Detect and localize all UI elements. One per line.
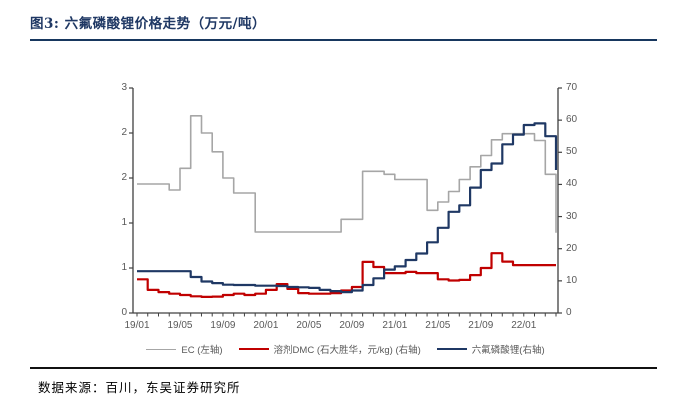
- y-left-tick-label: 3: [121, 82, 127, 93]
- y-right-tick-label: 40: [566, 178, 578, 190]
- y-right-tick-label: 30: [566, 210, 578, 222]
- legend-swatch-icon: [238, 348, 269, 350]
- data-source: 数据来源：百川，东吴证券研究所: [38, 380, 241, 395]
- y-left-tick-label: 1: [121, 217, 127, 228]
- legend-label: 六氟磷酸锂(右轴): [471, 345, 545, 356]
- x-tick-label: 21/05: [425, 320, 451, 331]
- x-tick-label: 19/09: [210, 320, 236, 331]
- y-right-tick-label: 0: [566, 307, 572, 318]
- footer-divider: [30, 367, 657, 369]
- y-right-tick-label: 50: [566, 146, 578, 158]
- chart-legend: EC (左轴) 溶剂DMC (石大胜华，元/kg) (右轴) 六氟磷酸锂(右轴): [113, 342, 578, 356]
- title-divider: [30, 39, 657, 41]
- x-tick-label: 20/05: [296, 320, 322, 331]
- price-trend-chart: 3 2 2 1 1 0 70 60 50 40 30 20 10 0 19/01 19/05 19/09 20/0…: [0, 50, 687, 370]
- legend-item-0: EC (左轴): [146, 342, 223, 356]
- x-tick-label: 19/05: [167, 320, 193, 331]
- series-line-1: [137, 252, 556, 298]
- x-tick-label: 20/01: [253, 320, 279, 331]
- legend-item-2: 六氟磷酸锂(右轴): [436, 342, 545, 356]
- figure-title: 图3: 六氟磷酸锂价格走势（万元/吨）: [30, 16, 267, 32]
- legend-swatch-icon: [146, 348, 177, 350]
- y-left-tick-label: 2: [121, 172, 127, 183]
- x-tick-label: 19/01: [124, 320, 150, 331]
- y-left-tick-label: 0: [121, 307, 127, 318]
- y-left-tick-label: 2: [121, 127, 127, 138]
- y-right-tick-label: 60: [566, 114, 578, 126]
- x-tick-label: 22/01: [511, 320, 537, 331]
- legend-label: 溶剂DMC (石大胜华，元/kg) (右轴): [273, 345, 421, 356]
- x-tick-label: 21/09: [468, 320, 494, 331]
- chart-canvas: [129, 87, 562, 317]
- series-line-0: [137, 115, 557, 233]
- legend-label: EC (左轴): [181, 345, 223, 356]
- x-tick-label: 21/01: [382, 320, 408, 331]
- x-tick-label: 20/09: [339, 320, 365, 331]
- y-right-tick-label: 10: [566, 274, 578, 286]
- legend-swatch-icon: [436, 348, 467, 350]
- legend-item-1: 溶剂DMC (石大胜华，元/kg) (右轴): [238, 342, 421, 356]
- y-left-tick-label: 1: [121, 262, 127, 273]
- y-right-tick-label: 20: [566, 242, 578, 254]
- y-right-tick-label: 70: [566, 82, 578, 93]
- series-line-2: [137, 122, 558, 294]
